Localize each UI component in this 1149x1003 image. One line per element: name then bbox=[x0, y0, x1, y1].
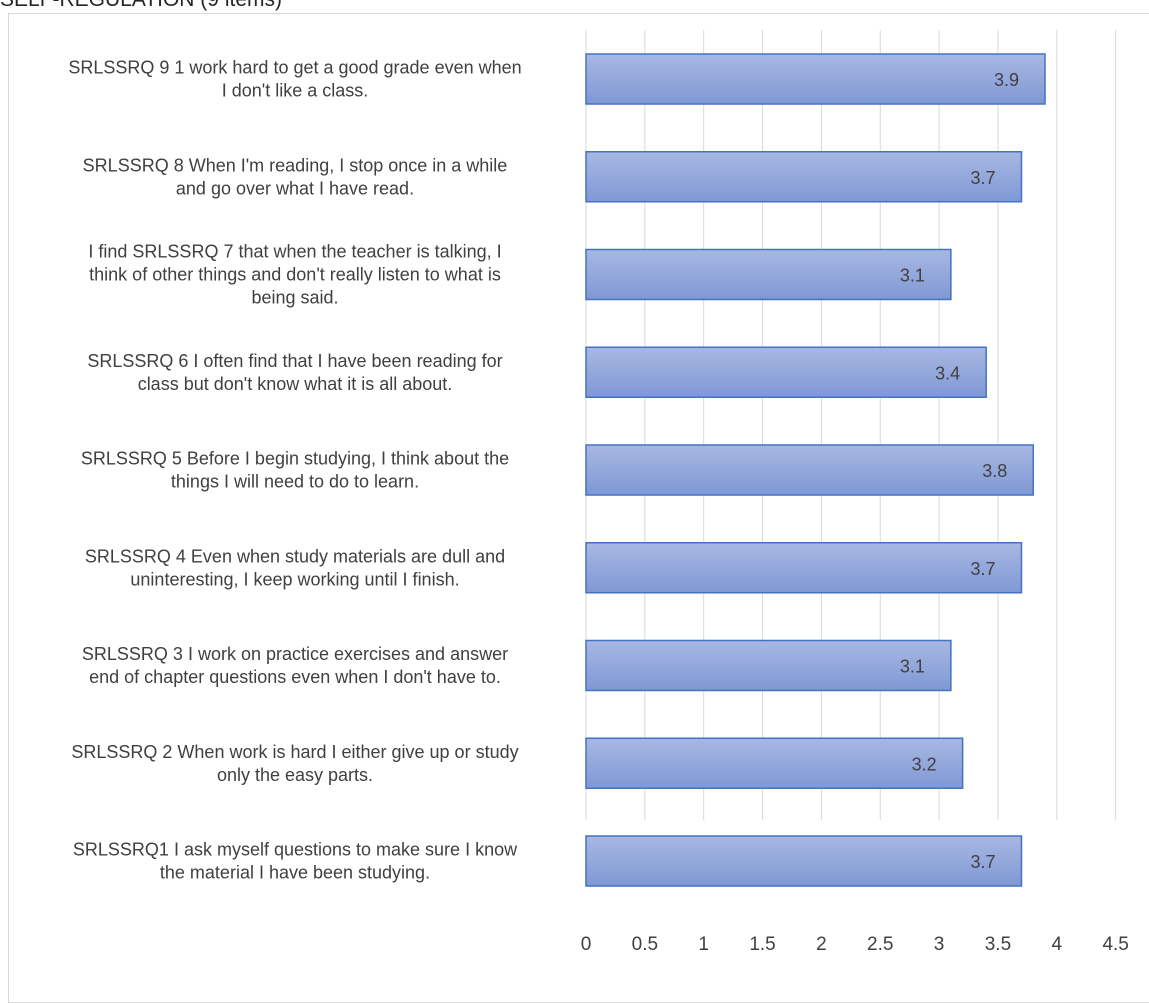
bar bbox=[585, 542, 1023, 594]
category-label: SRLSSRQ 6 I often find that I have been … bbox=[87, 351, 502, 394]
x-tick-label: 4 bbox=[1052, 934, 1063, 955]
bar bbox=[585, 835, 1023, 887]
x-axis-ticks: 0 0.5 1 1.5 2 2.5 3 3.5 4 4.5 bbox=[581, 934, 1129, 955]
category-label: SRLSSRQ 3 I work on practice exercises a… bbox=[82, 644, 508, 687]
bar-chart: 3.9 3.7 3.1 3.4 3.8 3.7 3.1 3.2 3.7 SRLSSRQ 9 1 … bbox=[68, 30, 1129, 955]
data-label: 3.7 bbox=[970, 852, 995, 872]
bars: 3.9 3.7 3.1 3.4 3.8 3.7 3.1 3.2 3.7 bbox=[585, 53, 1046, 887]
data-label: 3.4 bbox=[935, 363, 960, 383]
x-tick-label: 3.5 bbox=[985, 934, 1011, 955]
x-tick-label: 2 bbox=[816, 934, 827, 955]
category-label: SRLSSRQ 2 When work is hard I either giv… bbox=[71, 742, 518, 785]
data-label: 3.7 bbox=[970, 168, 995, 188]
bar bbox=[585, 444, 1035, 496]
x-tick-label: 0 bbox=[581, 934, 592, 955]
data-label: 3.1 bbox=[900, 266, 925, 286]
bar bbox=[585, 737, 964, 789]
gridlines bbox=[585, 30, 1117, 820]
x-tick-label: 1.5 bbox=[749, 934, 775, 955]
chart-title: SELF-REGULATION (9 items) bbox=[0, 0, 282, 12]
category-label: I find SRLSSRQ 7 that when the teacher i… bbox=[88, 242, 501, 308]
data-label: 3.8 bbox=[982, 461, 1007, 481]
x-tick-label: 2.5 bbox=[867, 934, 893, 955]
data-label: 3.7 bbox=[970, 559, 995, 579]
category-label: SRLSSRQ 5 Before I begin studying, I thi… bbox=[81, 449, 509, 492]
bar bbox=[585, 151, 1023, 203]
bar bbox=[585, 248, 952, 301]
bar bbox=[585, 639, 952, 692]
category-label: SRLSSRQ1 I ask myself questions to make … bbox=[73, 840, 518, 883]
data-label: 3.9 bbox=[994, 70, 1019, 90]
bar bbox=[585, 346, 987, 398]
x-tick-label: 1 bbox=[698, 934, 709, 955]
category-labels: SRLSSRQ 9 1 work hard to get a good grad… bbox=[68, 58, 521, 883]
x-tick-label: 0.5 bbox=[632, 934, 658, 955]
x-tick-label: 3 bbox=[934, 934, 945, 955]
data-label: 3.2 bbox=[912, 754, 937, 774]
category-label: SRLSSRQ 8 When I'm reading, I stop once … bbox=[83, 155, 508, 198]
x-tick-label: 4.5 bbox=[1102, 934, 1128, 955]
category-label: SRLSSRQ 4 Even when study materials are … bbox=[85, 546, 505, 589]
data-label: 3.1 bbox=[900, 657, 925, 677]
bar bbox=[585, 53, 1046, 105]
category-label: SRLSSRQ 9 1 work hard to get a good grad… bbox=[68, 58, 521, 101]
